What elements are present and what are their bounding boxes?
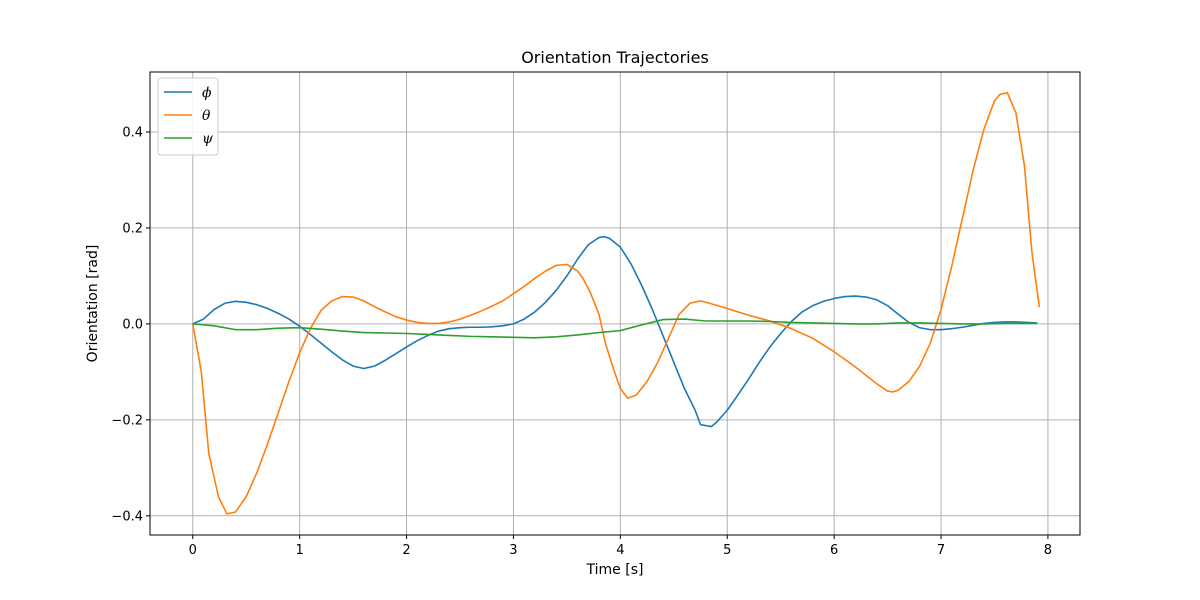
x-tick-label: 0 [189, 543, 197, 558]
x-tick-label: 2 [402, 543, 410, 558]
x-axis-label: Time [s] [586, 562, 644, 578]
legend-box [157, 77, 219, 156]
plot-frame [149, 71, 1081, 536]
legend-label-phi: ϕ [202, 85, 212, 101]
x-tick-label: 3 [509, 543, 517, 558]
series-line-phi [192, 235, 1038, 428]
grid [150, 72, 1080, 535]
series-lines [191, 91, 1041, 515]
y-tick-label: −0.2 [111, 413, 143, 428]
y-tick-label: 0.2 [122, 221, 143, 236]
series-line-psi [192, 318, 1038, 339]
x-tick-label: 4 [616, 543, 624, 558]
x-tick-label: 8 [1044, 543, 1052, 558]
x-tick-label: 7 [937, 543, 945, 558]
legend-label-psi: ψ [202, 131, 214, 147]
y-tick-label: 0.0 [122, 317, 143, 332]
x-tick-label: 5 [723, 543, 731, 558]
legend: ϕθψ [157, 77, 219, 156]
y-axis-label: Orientation [rad] [85, 245, 101, 363]
series-line-theta [191, 91, 1041, 515]
y-tick-label: −0.4 [111, 509, 143, 524]
axis-ticks: 0 1 2 3 4 5 6 7 8 −0.4 −0.2 0.0 0.2 0.4 [111, 125, 1052, 558]
y-tick-label: 0.4 [122, 125, 143, 140]
x-tick-label: 1 [296, 543, 304, 558]
x-tick-label: 6 [830, 543, 838, 558]
legend-label-theta: θ [202, 108, 211, 124]
chart-title: Orientation Trajectories [521, 48, 709, 67]
